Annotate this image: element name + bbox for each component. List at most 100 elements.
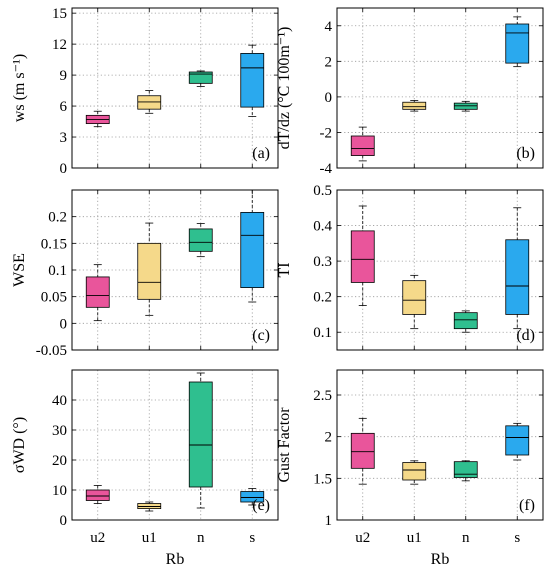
iqr-box: [240, 211, 265, 288]
plot-frame: [336, 369, 544, 521]
iqr-box: [402, 101, 427, 110]
panel-label: (b): [516, 145, 535, 162]
x-tick-label: s: [249, 530, 255, 546]
y-tick-label: -0.05: [36, 343, 67, 359]
iqr-box: [137, 242, 162, 300]
y-tick-label: 9: [60, 68, 68, 84]
box-u1: [402, 460, 427, 485]
x-tick-label: s: [514, 530, 520, 546]
box-n: [188, 223, 213, 258]
box-s: [240, 488, 265, 506]
y-axis-label: σWD (°): [11, 417, 28, 473]
y-tick-label: 0.5: [313, 183, 332, 199]
y-tick-label: 0.05: [41, 290, 67, 306]
y-tick-label: 0: [60, 161, 68, 177]
box-n: [453, 460, 478, 482]
y-tick-label: 0.4: [313, 219, 332, 235]
box-u1: [137, 90, 162, 114]
iqr-box: [188, 71, 213, 84]
y-tick-label: 10: [52, 483, 67, 499]
y-axis-label: Gust Factor: [276, 407, 293, 483]
y-tick-label: 1.5: [313, 471, 332, 487]
iqr-box: [350, 230, 375, 283]
y-tick-label: 2: [325, 54, 333, 70]
iqr-box: [453, 461, 478, 478]
panel-d: 0.1 0.2 0.3 0.4 0.5 (d) TI: [276, 183, 544, 351]
box-u2: [350, 205, 375, 306]
box-s: [505, 16, 530, 68]
box-s: [240, 44, 265, 117]
iqr-box: [85, 489, 110, 501]
x-axis-label: Rb: [166, 551, 185, 568]
iqr-box: [402, 280, 427, 315]
y-tick-label: 1: [325, 513, 333, 529]
panel-a: 0 3 6 9 12 15 (a) ws (m s⁻¹): [11, 6, 279, 177]
plot-frame: [336, 189, 544, 351]
iqr-box: [350, 432, 375, 469]
box-u2: [350, 126, 375, 162]
box-n: [188, 372, 213, 509]
x-tick-label: u1: [142, 530, 157, 546]
y-tick-label: -4: [320, 161, 333, 177]
panel-label: (c): [252, 327, 270, 344]
iqr-box: [240, 53, 265, 108]
iqr-box: [85, 276, 110, 308]
panel-label: (a): [252, 145, 270, 162]
iqr-box: [402, 462, 427, 481]
y-tick-label: 4: [325, 19, 333, 35]
iqr-box: [137, 95, 162, 110]
box-u1: [137, 222, 162, 316]
box-s: [505, 207, 530, 330]
box-u2: [85, 264, 110, 322]
y-tick-label: 0.2: [313, 290, 332, 306]
iqr-box: [350, 135, 375, 156]
plot-frame: [71, 7, 279, 169]
panel-label: (d): [516, 327, 535, 344]
iqr-box: [505, 23, 530, 64]
y-tick-label: 0: [60, 513, 68, 529]
box-u1: [402, 100, 427, 112]
y-tick-label: 0.1: [313, 325, 332, 341]
x-tick-label: u2: [355, 530, 370, 546]
y-tick-label: 30: [52, 423, 67, 439]
y-axis-label: dT/dz (°C 100m⁻¹): [276, 27, 293, 150]
y-axis-label: WSE: [11, 253, 28, 287]
y-tick-label: 0.1: [48, 263, 67, 279]
panel-label: (f): [519, 497, 535, 514]
y-axis-label: TI: [276, 262, 293, 277]
panel-f: 1 1.5 2 2.5 u2 u1 n s Rb (f) Gust Factor: [276, 369, 544, 568]
x-tick-label: n: [197, 530, 205, 546]
iqr-box: [188, 381, 213, 488]
y-tick-label: 3: [60, 130, 68, 146]
y-tick-label: 2.5: [313, 388, 332, 404]
y-tick-label: -2: [320, 125, 333, 141]
y-tick-label: 0.2: [48, 210, 67, 226]
y-axis-label: ws (m s⁻¹): [11, 54, 28, 122]
plot-frame: [336, 7, 544, 169]
x-tick-label: u1: [407, 530, 422, 546]
y-tick-label: 0: [325, 90, 333, 106]
iqr-box: [453, 312, 478, 330]
box-s: [505, 422, 530, 461]
box-u1: [137, 501, 162, 512]
box-n: [453, 100, 478, 112]
y-tick-label: 0.15: [41, 236, 67, 252]
panel-label: (e): [252, 497, 270, 514]
y-tick-label: 0.3: [313, 254, 332, 270]
x-tick-label: n: [462, 530, 470, 546]
box-u2: [350, 417, 375, 485]
panel-e: 0 10 20 30 40 u2 u1 n s Rb (e) σWD (°): [11, 369, 279, 568]
box-n: [188, 70, 213, 87]
y-tick-label: 15: [52, 6, 67, 22]
panel-c: -0.05 0 0.05 0.1 0.15 0.2 (c) WSE: [11, 189, 279, 359]
y-tick-label: 20: [52, 453, 67, 469]
box-s: [240, 189, 265, 303]
y-tick-label: 40: [52, 393, 67, 409]
box-u1: [402, 274, 427, 330]
y-tick-label: 6: [60, 99, 68, 115]
y-tick-label: 2: [325, 430, 333, 446]
iqr-box: [505, 425, 530, 456]
y-tick-label: 0: [60, 316, 68, 332]
panel-b: -4 -2 0 2 4 (b) dT/dz (°C 100m⁻¹): [276, 7, 544, 177]
